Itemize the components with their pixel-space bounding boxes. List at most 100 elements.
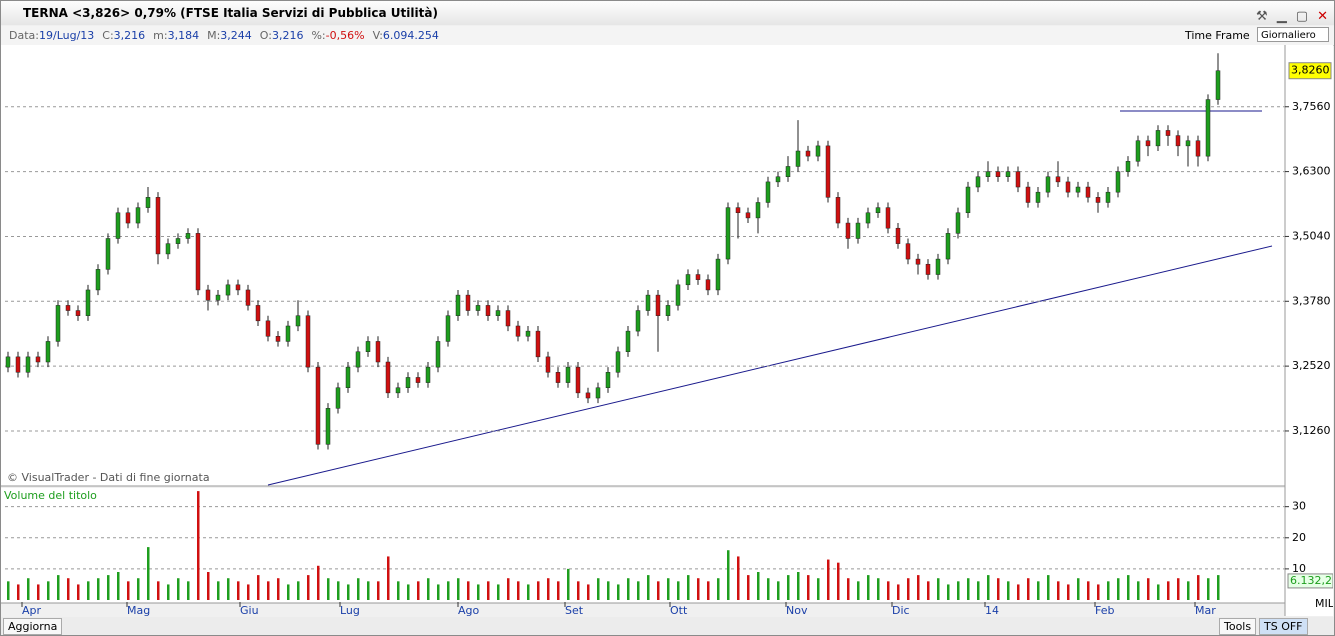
volume-bar	[977, 581, 980, 600]
y-tick-label: 3,2520	[1292, 359, 1331, 372]
time-frame-label: Time Frame	[1185, 29, 1250, 42]
candle-body	[935, 258, 941, 275]
candle-body	[1125, 161, 1131, 172]
volume-bar	[67, 578, 70, 600]
volume-bar	[967, 578, 970, 600]
volume-bar	[477, 584, 480, 600]
volume-bar	[1167, 581, 1170, 600]
candle-body	[985, 171, 991, 177]
x-tick-label: Feb	[1095, 604, 1114, 616]
info-items: Data:19/Lug/13 C:3,216 m:3,184 M:3,244 O:3,2…	[1, 29, 439, 42]
volume-bar	[57, 575, 60, 600]
window-controls[interactable]: ⚒ ▁ ▢ ✕	[1256, 9, 1328, 24]
volume-bar	[307, 575, 310, 600]
candle-body	[95, 269, 101, 291]
volume-bar	[917, 575, 920, 600]
volume-panel	[1, 488, 1285, 603]
candle-body	[915, 258, 921, 265]
volume-bar	[1157, 584, 1160, 600]
x-tick-label: Apr	[22, 604, 42, 616]
x-tick-label: Mag	[127, 604, 150, 616]
volume-bar	[47, 581, 50, 600]
candle-body	[845, 222, 851, 239]
volume-bar	[197, 491, 200, 600]
volume-bar	[567, 568, 570, 600]
volume-bar	[207, 572, 210, 600]
volume-bar	[597, 578, 600, 600]
volume-bar	[1137, 581, 1140, 600]
candle-body	[1135, 140, 1141, 162]
candle-body	[925, 263, 931, 275]
volume-bar	[147, 547, 150, 600]
candle-body	[995, 171, 1001, 177]
volume-bar	[557, 581, 560, 600]
volume-bar	[297, 581, 300, 600]
volume-bar	[757, 572, 760, 600]
refresh-button[interactable]: Aggiorna	[3, 618, 63, 635]
time-frame-select[interactable]: Giornaliero	[1257, 27, 1329, 42]
candle-body	[275, 336, 281, 342]
y-tick-label: 10	[1292, 562, 1306, 575]
candle-body	[1065, 181, 1071, 193]
y-tick-label: 20	[1292, 531, 1306, 544]
candle-body	[1185, 140, 1191, 147]
volume-bar	[1117, 578, 1120, 600]
volume-bar	[997, 578, 1000, 600]
candle-body	[115, 212, 121, 239]
title-bar: TERNA <3,826> 0,79% (FTSE Italia Servizi…	[1, 1, 1334, 25]
volume-bar	[107, 575, 110, 600]
volume-bar	[227, 578, 230, 600]
candle-body	[565, 366, 571, 383]
candle-body	[445, 315, 451, 342]
volume-bar	[777, 581, 780, 600]
volume-bar	[627, 578, 630, 600]
candle-body	[485, 305, 491, 316]
y-tick-label: 3,3780	[1292, 294, 1331, 307]
candle-body	[205, 289, 211, 301]
volume-bar	[787, 575, 790, 600]
candle-body	[1015, 171, 1021, 188]
candle-body	[1045, 176, 1051, 193]
candle-body	[875, 207, 881, 214]
candle-body	[695, 274, 701, 280]
candle-body	[785, 166, 791, 177]
volume-bar	[487, 581, 490, 600]
ts-button[interactable]: TS OFF	[1259, 618, 1308, 635]
volume-bar	[727, 550, 730, 600]
candle-body	[315, 366, 321, 445]
volume-bar	[767, 578, 770, 600]
volume-bar	[177, 578, 180, 600]
volume-bar	[37, 584, 40, 600]
candle-body	[865, 212, 871, 224]
volume-bar	[117, 572, 120, 600]
candle-body	[1155, 130, 1161, 147]
volume-bar	[637, 581, 640, 600]
candle-body	[905, 243, 911, 260]
volume-bar	[957, 581, 960, 600]
volume-bar	[277, 578, 280, 600]
candle-body	[135, 207, 141, 224]
tools-button[interactable]: Tools	[1219, 618, 1257, 635]
candle-body	[895, 227, 901, 244]
volume-bar	[657, 581, 660, 600]
volume-bar	[1047, 575, 1050, 600]
candle-body	[795, 150, 801, 167]
candle-body	[105, 238, 111, 270]
candle-body	[955, 212, 961, 234]
x-tick-label: Giu	[240, 604, 259, 616]
candle-body	[1105, 191, 1111, 203]
candle-body	[305, 315, 311, 368]
volume-bar	[407, 584, 410, 600]
candle-body	[85, 289, 91, 316]
candle-body	[1095, 197, 1101, 203]
volume-bar	[687, 575, 690, 600]
info-label: M:	[207, 29, 221, 42]
candle-body	[1145, 140, 1151, 147]
volume-bar	[987, 575, 990, 600]
candle-body	[75, 310, 81, 316]
volume-bar	[387, 556, 390, 600]
volume-bar	[457, 578, 460, 600]
candle-body	[585, 392, 591, 399]
candle-body	[375, 341, 381, 363]
candle-body	[575, 366, 581, 394]
